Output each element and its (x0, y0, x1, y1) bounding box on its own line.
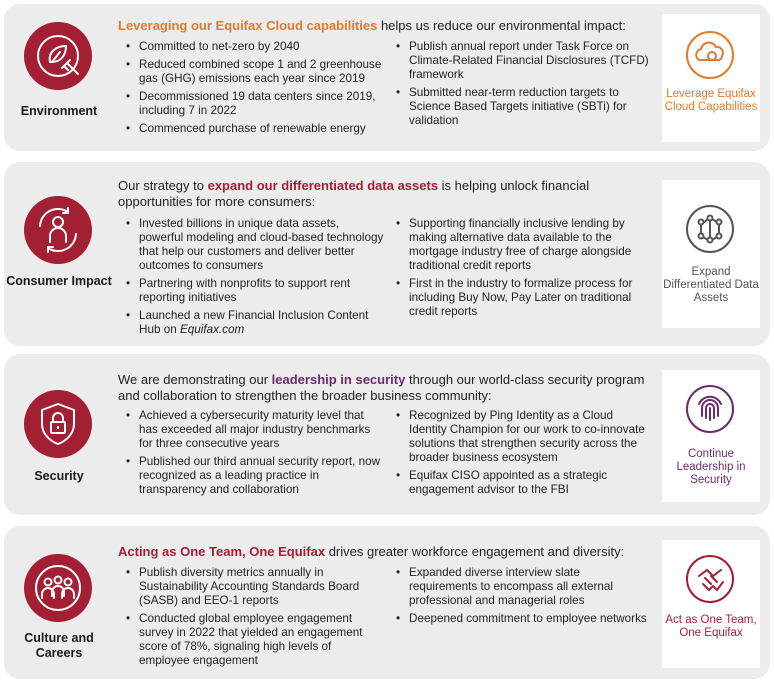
bullet-list-right: Publish annual report under Task Force o… (392, 40, 650, 132)
section-headline: Acting as One Team, One Equifax drives g… (118, 544, 658, 560)
goal-label: Leverage Equifax Cloud Capabilities (664, 88, 758, 113)
headline-text: Our strategy to (118, 178, 208, 193)
list-item: Launched a new Financial Inclusion Conte… (122, 309, 384, 337)
headline-text: drives greater workforce engagement and … (325, 544, 625, 559)
section-culture-and-careers: Culture and Careers Acting as One Team, … (4, 526, 770, 679)
goal-box: Expand Differentiated Data Assets (662, 180, 760, 328)
section-environment: Environment Leveraging our Equifax Cloud… (4, 4, 770, 151)
list-item: Commenced purchase of renewable energy (122, 122, 384, 136)
cloud-gear-icon (685, 30, 735, 80)
list-item: Committed to net-zero by 2040 (122, 40, 384, 54)
network-nodes-icon (685, 204, 735, 254)
list-item: Publish diversity metrics annually in Su… (122, 566, 384, 608)
list-item: Decommissioned 19 data centers since 201… (122, 90, 384, 118)
pillar-name: Security (34, 469, 84, 483)
bullet-list-right: Expanded diverse interview slate require… (392, 566, 650, 630)
headline-text: through our world-class security program… (118, 372, 645, 403)
list-item: Deepened commitment to employee networks (392, 612, 650, 626)
list-item: Conducted global employee engagement sur… (122, 612, 384, 668)
pillar-environment: Environment (4, 4, 114, 151)
list-item: Published our third annual security repo… (122, 455, 384, 497)
section-security: Security We are demonstrating our leader… (4, 354, 770, 515)
list-item: Recognized by Ping Identity as a Cloud I… (392, 409, 650, 465)
section-consumer-impact: Consumer Impact Our strategy to expand o… (4, 162, 770, 346)
goal-label: Expand Differentiated Data Assets (663, 266, 759, 304)
pillar-culture-and-careers: Culture and Careers (4, 526, 114, 679)
section-headline: Our strategy to expand our differentiate… (118, 178, 658, 210)
bullet-list-right: Supporting financially inclusive lending… (392, 217, 650, 323)
list-item: Publish annual report under Task Force o… (392, 40, 650, 82)
list-item: Supporting financially inclusive lending… (392, 217, 650, 273)
bullet-list-left: Invested billions in unique data assets,… (122, 217, 384, 341)
team-people-icon (24, 554, 92, 622)
goal-box: Continue Leadership in Security (662, 370, 760, 502)
pillar-name: Culture and Careers (24, 631, 94, 660)
hands-together-icon (685, 554, 735, 604)
headline-highlight: expand our differentiated data assets (207, 178, 439, 193)
list-item-link-text: Equifax.com (179, 323, 245, 336)
list-item-text: Launched a new Financial Inclusion Conte… (139, 309, 369, 336)
goal-label: Act as One Team, One Equifax (665, 614, 757, 639)
headline-highlight: Acting as One Team, One Equifax (118, 544, 326, 559)
leaf-plug-icon (24, 22, 92, 90)
pillar-name: Environment (20, 104, 98, 118)
list-item: Expanded diverse interview slate require… (392, 566, 650, 608)
headline-highlight: Leveraging our Equifax Cloud capabilitie… (118, 18, 378, 33)
headline-text: helps us reduce our environmental impact… (377, 18, 626, 33)
goal-box: Act as One Team, One Equifax (662, 540, 760, 668)
list-item: Partnering with nonprofits to support re… (122, 277, 384, 305)
section-headline: We are demonstrating our leadership in s… (118, 372, 658, 404)
list-item: First in the industry to formalize proce… (392, 277, 650, 319)
bullet-list-left: Committed to net-zero by 2040 Reduced co… (122, 40, 384, 140)
pillar-name: Consumer Impact (6, 274, 112, 288)
goal-label: Continue Leadership in Security (676, 448, 746, 486)
fingerprint-icon (685, 384, 735, 434)
list-item: Invested billions in unique data assets,… (122, 217, 384, 273)
list-item: Reduced combined scope 1 and 2 greenhous… (122, 58, 384, 86)
headline-text: We are demonstrating our (118, 372, 272, 387)
pillar-security: Security (4, 354, 114, 515)
list-item: Achieved a cybersecurity maturity level … (122, 409, 384, 451)
shield-lock-icon (24, 390, 92, 458)
list-item: Submitted near-term reduction targets to… (392, 86, 650, 128)
pillar-consumer-impact: Consumer Impact (4, 162, 114, 346)
bullet-list-right: Recognized by Ping Identity as a Cloud I… (392, 409, 650, 501)
section-headline: Leveraging our Equifax Cloud capabilitie… (118, 18, 658, 34)
goal-box: Leverage Equifax Cloud Capabilities (662, 14, 760, 142)
list-item: Equifax CISO appointed as a strategic en… (392, 469, 650, 497)
headline-text: is helping unlock financial opportunitie… (118, 178, 590, 209)
person-cycle-icon (24, 196, 92, 264)
headline-highlight: leadership in security (271, 372, 406, 387)
bullet-list-left: Achieved a cybersecurity maturity level … (122, 409, 384, 501)
bullet-list-left: Publish diversity metrics annually in Su… (122, 566, 384, 672)
